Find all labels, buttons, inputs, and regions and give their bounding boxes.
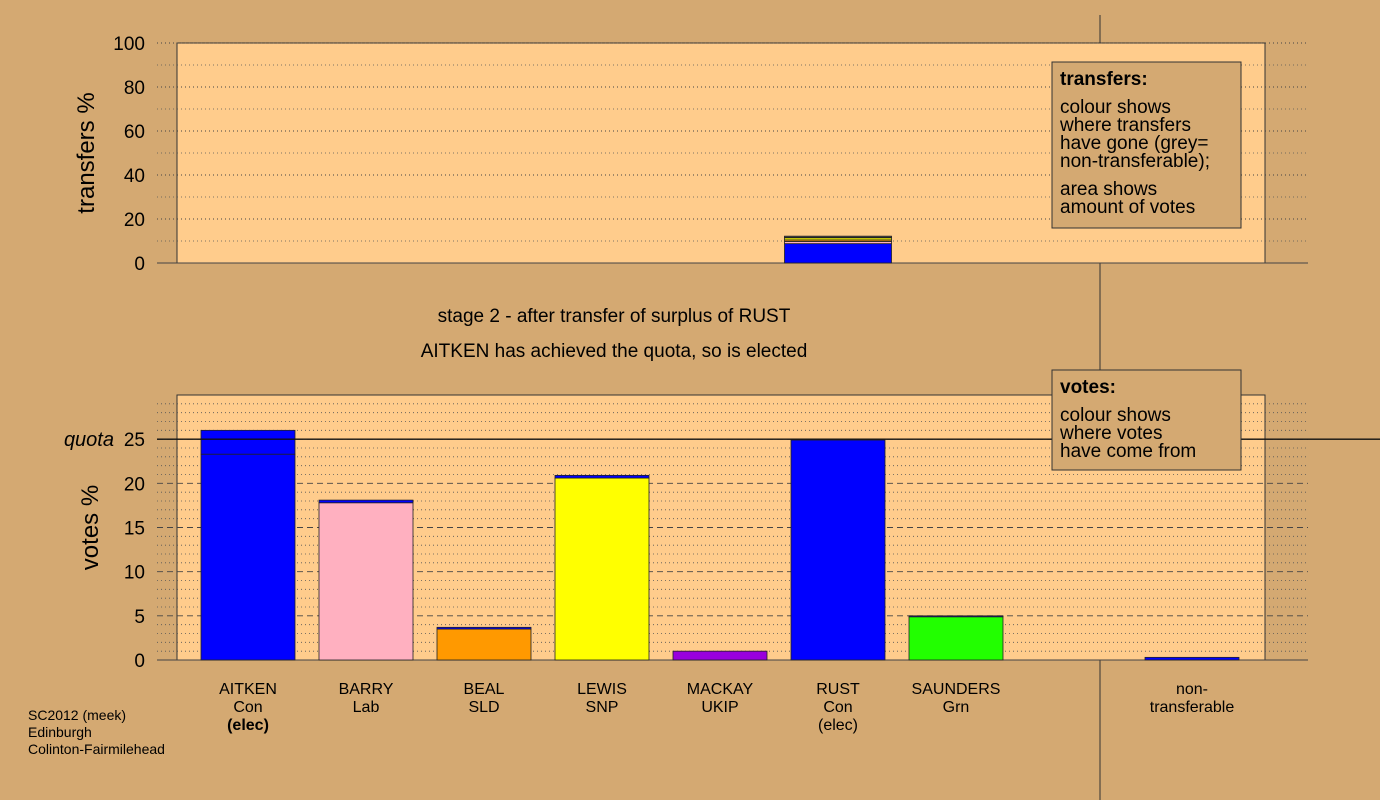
bar-segment	[200, 429, 296, 455]
x-tick-party: Con	[233, 699, 262, 716]
footer-line: SC2012 (meek)	[28, 707, 126, 723]
bar-segment	[318, 499, 414, 504]
x-tick-label: BARRY	[339, 681, 394, 698]
y-tick-label: 5	[134, 607, 145, 628]
bar-segment	[436, 628, 532, 661]
bar-segment	[200, 453, 296, 661]
bar-segment	[1144, 656, 1240, 661]
x-tick-label: AITKEN	[219, 681, 277, 698]
note-box	[1051, 369, 1242, 471]
bar-segment	[790, 439, 886, 661]
y-tick-label: 40	[124, 166, 145, 187]
y-tick-label: 20	[124, 474, 145, 495]
note-line: colour shows	[1060, 97, 1171, 118]
x-tick-status: (elec)	[818, 717, 858, 734]
x-tick-label: RUST	[816, 681, 860, 698]
x-tick-label: LEWIS	[577, 681, 627, 698]
y-tick-label: 0	[134, 651, 145, 672]
note-line: amount of votes	[1060, 197, 1195, 218]
quota-label: quota	[64, 429, 114, 451]
x-tick-party: UKIP	[701, 699, 738, 716]
y-tick-label: 0	[134, 254, 145, 275]
note-line: non-transferable);	[1060, 151, 1210, 172]
note-heading: transfers:	[1060, 69, 1148, 90]
x-tick-party: Con	[823, 699, 852, 716]
y-tick-label: 10	[124, 563, 145, 584]
x-tick-party: Lab	[353, 699, 380, 716]
note-line: have gone (grey=	[1060, 133, 1208, 154]
bar-segment	[784, 235, 892, 238]
x-tick-party: SNP	[586, 699, 619, 716]
bar-segment	[554, 477, 650, 661]
x-tick-label: SAUNDERS	[912, 681, 1001, 698]
y-tick-label: 60	[124, 122, 145, 143]
bar-segment	[318, 502, 414, 661]
x-tick-party: transferable	[1150, 699, 1235, 716]
note-heading: votes:	[1060, 377, 1116, 398]
y-tick-label: 80	[124, 78, 145, 99]
bar-segment	[554, 474, 650, 479]
bar-segment	[436, 626, 532, 630]
x-tick-label: BEAL	[464, 681, 505, 698]
note-line: have come from	[1060, 441, 1196, 462]
x-tick-status: (elec)	[227, 717, 269, 734]
note-line: where votes	[1059, 423, 1162, 444]
x-tick-party: SLD	[468, 699, 499, 716]
y-tick-label: 25	[124, 430, 145, 451]
x-tick-label: MACKAY	[687, 681, 754, 698]
x-tick-party: Grn	[943, 699, 970, 716]
footer-line: Colinton-Fairmilehead	[28, 741, 165, 757]
bar-segment	[908, 615, 1004, 618]
y-axis-label: votes %	[77, 485, 104, 570]
note-line: area shows	[1060, 179, 1157, 200]
note-line: where transfers	[1059, 115, 1191, 136]
x-tick-label: non-	[1176, 681, 1208, 698]
note-box	[1051, 61, 1242, 229]
bar-segment	[672, 650, 768, 661]
footer-line: Edinburgh	[28, 724, 92, 740]
y-tick-label: 20	[124, 210, 145, 231]
note-line: colour shows	[1060, 405, 1171, 426]
bar-segment	[908, 616, 1004, 661]
chart-title: stage 2 - after transfer of surplus of R…	[438, 306, 791, 327]
y-tick-label: 100	[113, 34, 145, 55]
bar-segment	[784, 243, 892, 264]
y-axis-label: transfers %	[73, 92, 100, 213]
chart-subtitle: AITKEN has achieved the quota, so is ele…	[421, 341, 808, 362]
y-tick-label: 15	[124, 519, 145, 540]
